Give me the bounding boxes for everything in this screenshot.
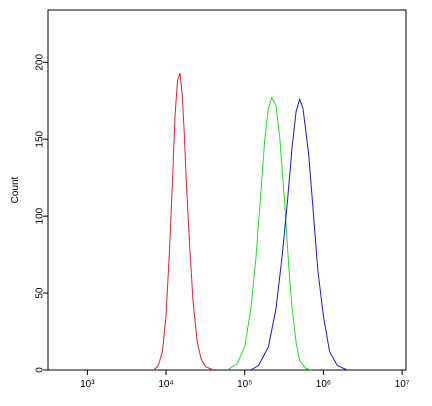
x-tick-label: 10⁷ [395,379,410,390]
x-tick-label: 10⁵ [237,379,252,390]
x-tick-label: 10⁴ [158,379,173,390]
histogram-line [227,96,312,371]
y-tick-label: 100 [35,207,46,224]
y-tick-label: 0 [35,367,46,373]
histogram-line [250,97,348,371]
histogram-line [153,72,214,371]
y-tick-label: 200 [35,54,46,71]
y-tick-label: 50 [35,287,46,299]
y-axis-label: Count [10,176,21,203]
plot-frame [47,9,407,371]
y-tick-label: 150 [35,130,46,147]
x-tick-label: 10³ [80,379,95,390]
x-tick-label: 10⁶ [316,379,331,390]
